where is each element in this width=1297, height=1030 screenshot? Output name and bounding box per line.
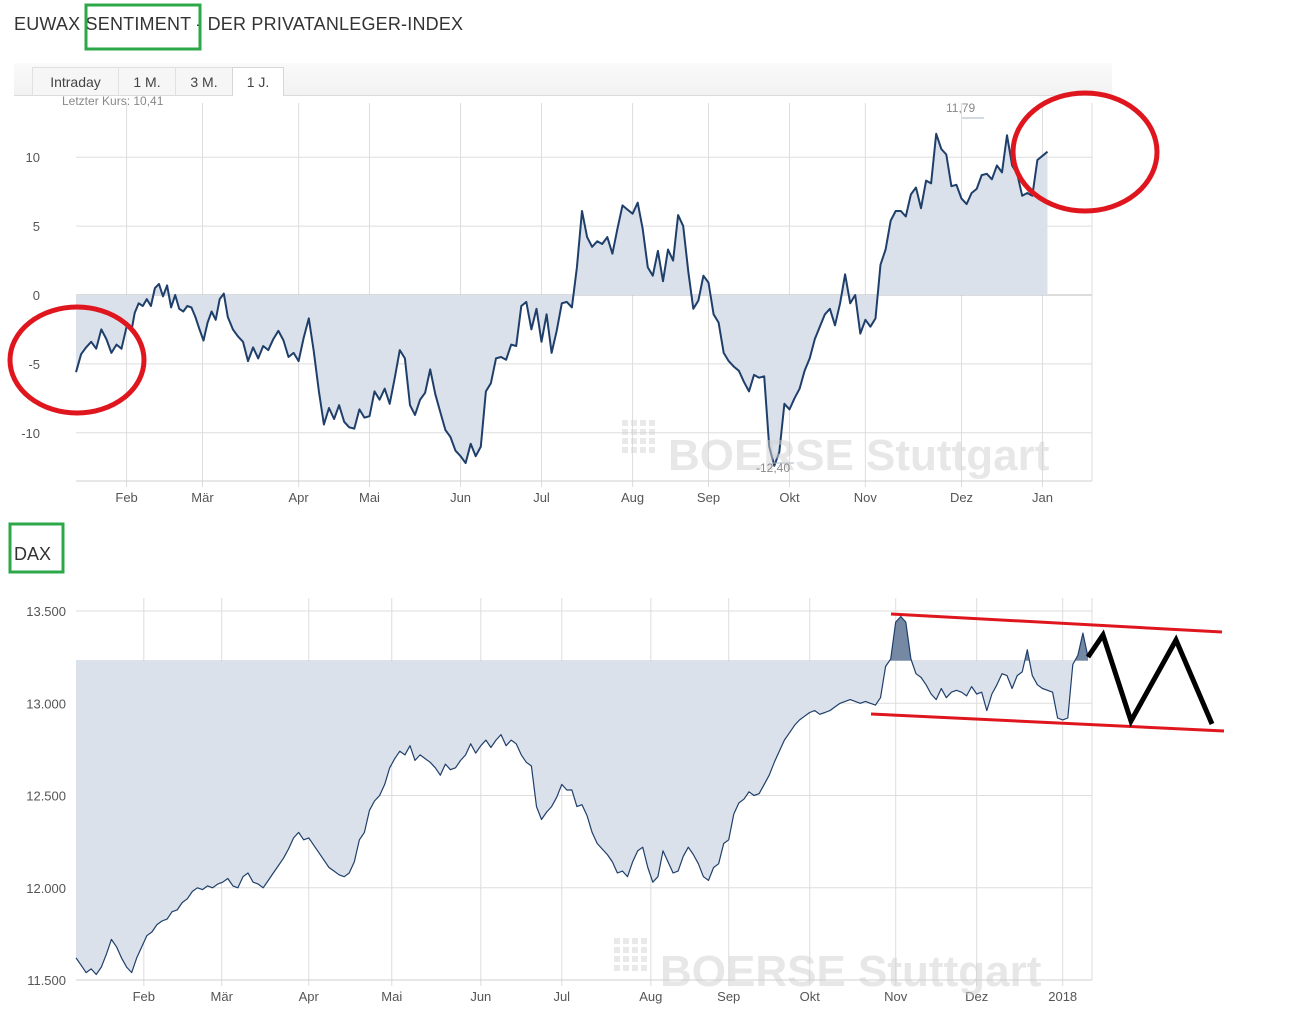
x-tick-label: Mär	[191, 490, 214, 505]
dax-watermark: BOERSE Stuttgart	[614, 938, 1042, 996]
y-tick-label: 12.500	[26, 789, 66, 804]
tab-1-month[interactable]: 1 M.	[118, 67, 176, 95]
x-tick-label: Aug	[639, 989, 662, 1004]
series-line	[75, 132, 1049, 467]
x-tick-label: 2018	[1048, 989, 1077, 1004]
red-circle-annotation	[1010, 90, 1160, 214]
watermark-text: BOERSE Stuttgart	[668, 431, 1050, 480]
y-tick-label: 13.000	[26, 696, 66, 711]
last-price-label: Letzter Kurs: 10,41	[62, 94, 164, 108]
x-tick-label: Jul	[553, 989, 570, 1004]
x-tick-label: Dez	[965, 989, 988, 1004]
red-circle-annotation	[7, 304, 147, 416]
x-tick-label: Okt	[800, 989, 821, 1004]
dax-axis: Feb Mär Apr Mai Jun Jul Aug Sep Okt Nov Dez 2018 13.…	[26, 604, 1077, 1004]
sentiment-watermark: BOERSE Stuttgart	[622, 420, 1050, 480]
timeframe-tabs: Intraday 1 M. 3 M. 1 J.	[14, 63, 1112, 96]
x-tick-label: Feb	[115, 490, 137, 505]
x-tick-label: Nov	[884, 989, 908, 1004]
tab-3-months[interactable]: 3 M.	[175, 67, 233, 95]
y-tick-label: 10	[26, 150, 40, 165]
series-line	[75, 615, 1089, 976]
min-value-label: -12,40	[756, 461, 790, 475]
sentiment-axis: Feb Mär Apr Mai Jun Jul Aug Sep Okt Nov Dez Jan 10 5 0…	[21, 150, 1053, 505]
y-tick-label: -10	[21, 426, 40, 441]
dax-title: DAX	[14, 544, 52, 564]
watermark-text: BOERSE Stuttgart	[660, 947, 1042, 996]
dax-area	[76, 616, 1088, 975]
x-tick-label: Jun	[470, 989, 491, 1004]
red-trend-line-lower	[870, 712, 1225, 733]
y-tick-label: 0	[33, 288, 40, 303]
tab-1-year[interactable]: 1 J.	[232, 67, 284, 96]
x-tick-label: Jun	[450, 490, 471, 505]
black-projection-zigzag	[1085, 629, 1215, 728]
x-tick-label: Dez	[950, 490, 973, 505]
x-tick-label: Apr	[299, 989, 320, 1004]
boerse-logo-icon	[614, 938, 647, 971]
boerse-logo-icon	[622, 420, 655, 453]
x-tick-label: Aug	[621, 490, 644, 505]
x-tick-label: Mär	[211, 989, 234, 1004]
sentiment-area	[76, 133, 1048, 466]
x-tick-label: Okt	[779, 490, 800, 505]
x-tick-label: Jul	[533, 490, 550, 505]
dax-line	[75, 615, 1089, 976]
x-tick-label: Sep	[697, 490, 720, 505]
y-tick-label: 5	[33, 219, 40, 234]
sentiment-title: EUWAX SENTIMENT - DER PRIVATANLEGER-INDE…	[14, 14, 464, 34]
area-fill	[76, 133, 1048, 466]
tab-intraday[interactable]: Intraday	[32, 67, 119, 95]
x-tick-label: Jan	[1032, 490, 1053, 505]
y-tick-label: -5	[28, 357, 40, 372]
x-tick-label: Apr	[289, 490, 310, 505]
x-tick-label: Mai	[359, 490, 380, 505]
sentiment-line	[75, 117, 1049, 467]
red-trend-line-upper	[890, 612, 1223, 634]
x-tick-label: Feb	[133, 989, 155, 1004]
y-tick-label: 11.500	[27, 973, 66, 988]
x-tick-label: Sep	[717, 989, 740, 1004]
y-tick-label: 13.500	[26, 604, 66, 619]
green-highlight-box	[8, 522, 65, 574]
x-tick-label: Mai	[381, 989, 402, 1004]
y-tick-label: 12.000	[26, 881, 66, 896]
green-highlight-box	[84, 3, 202, 51]
max-value-label: 11,79	[946, 101, 975, 115]
x-tick-label: Nov	[854, 490, 878, 505]
area-fill	[76, 616, 1088, 975]
